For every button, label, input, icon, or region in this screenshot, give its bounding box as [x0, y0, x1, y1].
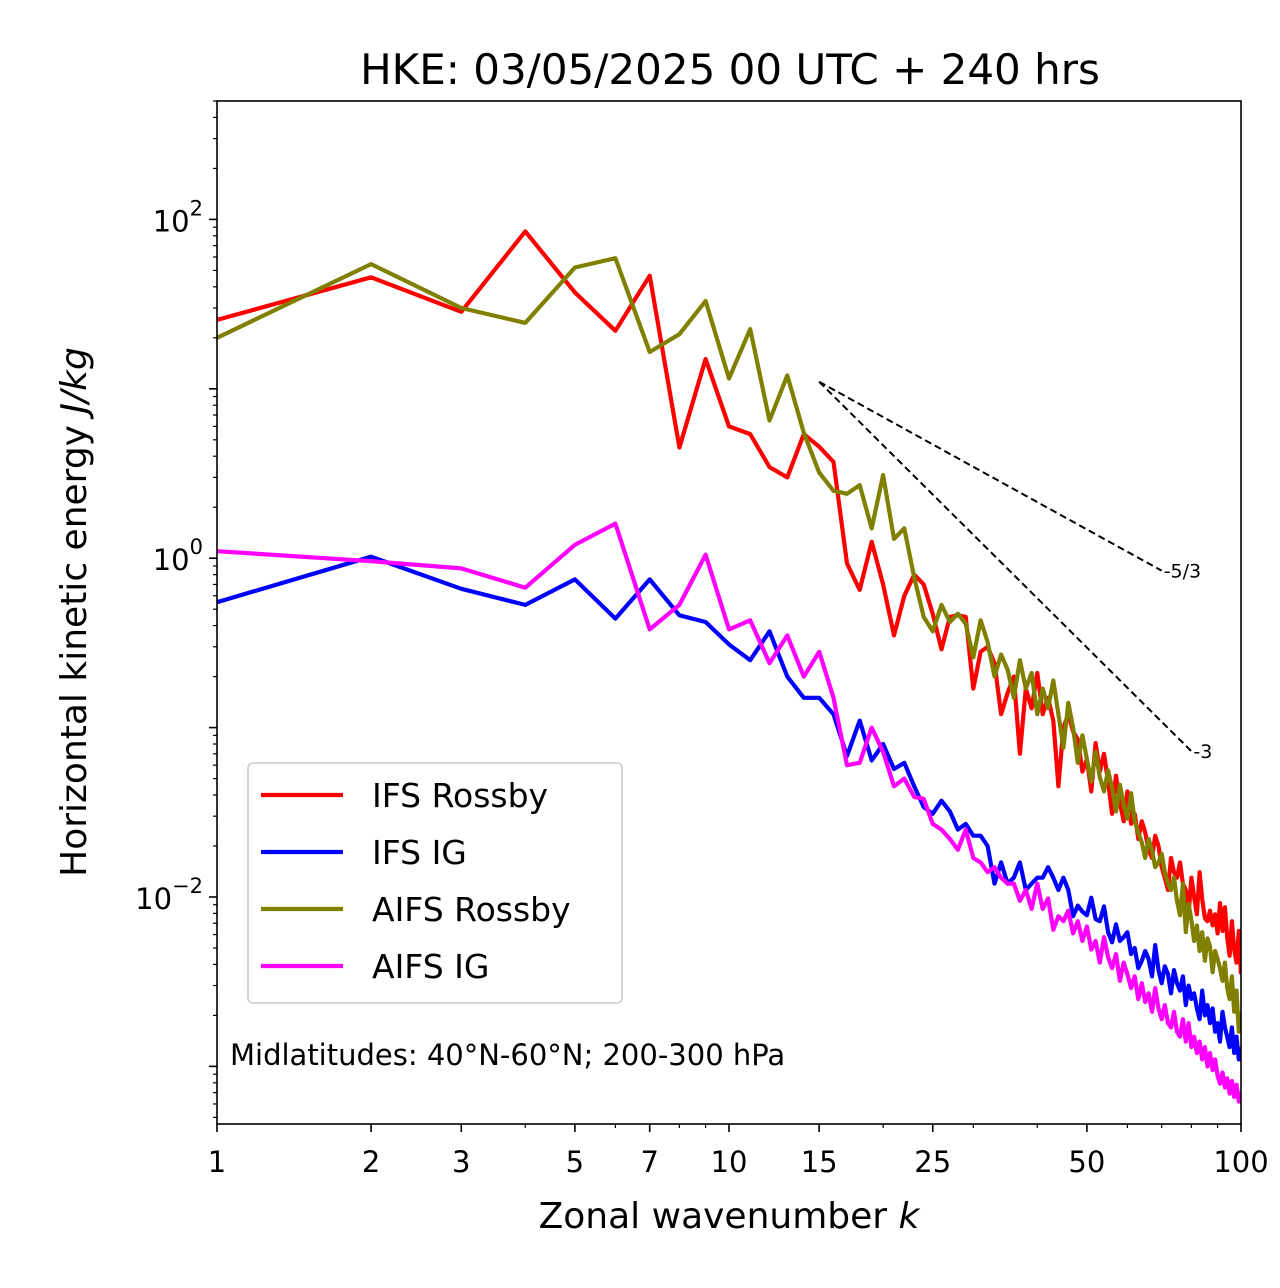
legend-label-ifs-rossby: IFS Rossby	[372, 776, 548, 815]
y-tick-label: 10−2	[135, 874, 203, 916]
legend: IFS Rossby IFS IG AIFS Rossby AIFS IG	[247, 762, 623, 1004]
x-tick-label: 15	[801, 1145, 838, 1179]
x-tick-label: 10	[711, 1145, 748, 1179]
x-axis-title: Zonal wavenumber k	[539, 1196, 922, 1237]
x-tick-label: 5	[566, 1145, 584, 1179]
reference-slope-label: -3	[1193, 741, 1212, 763]
legend-label-aifs-rossby: AIFS Rossby	[372, 890, 571, 929]
x-axis-ticks: 1 2 3 5 7 10 15 25 50 100	[208, 1124, 1269, 1179]
reference-slope-line	[818, 380, 1163, 572]
reference-slope-layer: -5/3 -3	[818, 380, 1212, 763]
x-tick-label: 7	[640, 1145, 658, 1179]
x-tick-label: 2	[362, 1145, 380, 1179]
series-line-ifs-ig	[217, 554, 1241, 1062]
legend-label-aifs-ig: AIFS IG	[372, 947, 489, 986]
x-tick-label: 100	[1213, 1145, 1268, 1179]
legend-label-ifs-ig: IFS IG	[372, 833, 467, 872]
series-line-aifs-rossby	[217, 256, 1241, 1034]
y-axis-ticks: 10−2 100 102	[135, 100, 217, 1118]
reference-slope-label: -5/3	[1164, 561, 1201, 583]
x-tick-label: 1	[208, 1145, 226, 1179]
legend-box	[247, 762, 623, 1004]
x-tick-label: 25	[914, 1145, 951, 1179]
y-axis-title: Horizontal kinetic energy J/kg	[54, 347, 95, 877]
series-line-aifs-ig	[217, 521, 1241, 1104]
x-tick-label: 3	[452, 1145, 470, 1179]
region-annotation: Midlatitudes: 40°N-60°N; 200-300 hPa	[230, 1038, 785, 1072]
y-tick-label: 100	[153, 535, 203, 577]
y-tick-label: 102	[153, 196, 203, 238]
series-layer	[217, 229, 1241, 1104]
x-tick-label: 50	[1068, 1145, 1105, 1179]
chart-title: HKE: 03/05/2025 00 UTC + 240 hrs	[360, 45, 1100, 94]
